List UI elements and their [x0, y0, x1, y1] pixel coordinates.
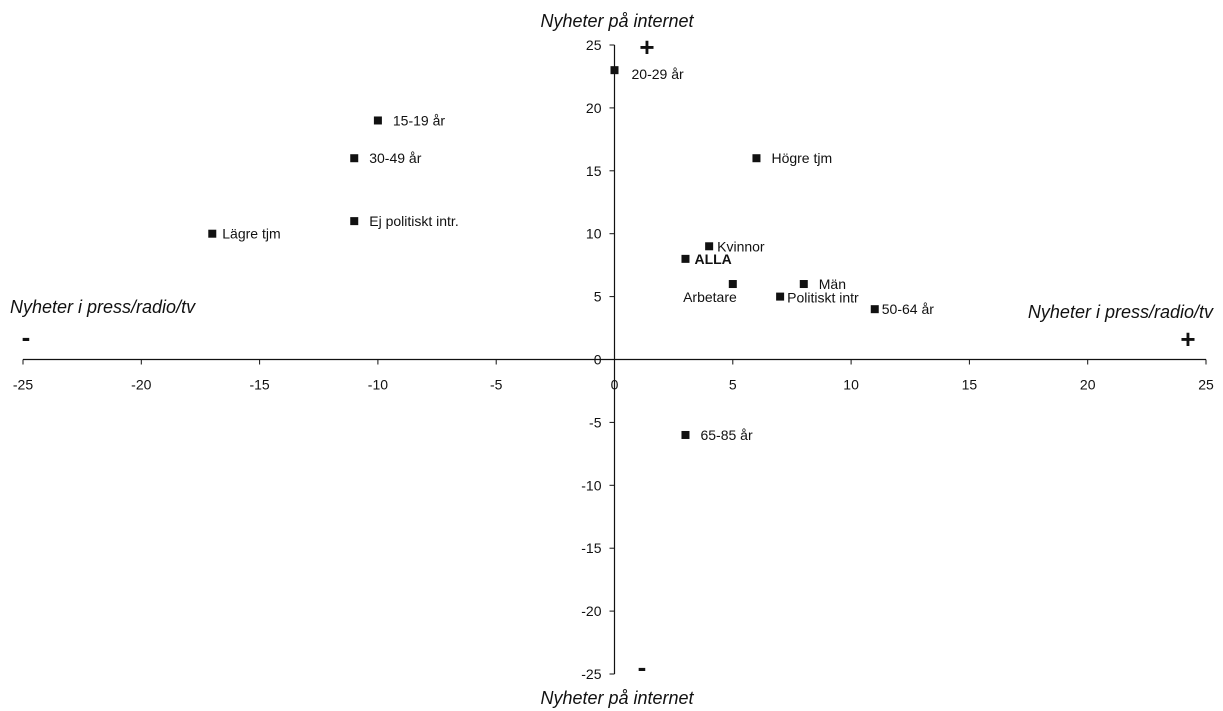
data-point-marker	[681, 254, 690, 263]
data-point-marker	[681, 430, 690, 439]
y-tick-label: 0	[594, 352, 602, 368]
y-tick-label: 5	[594, 289, 602, 305]
y-tick-label: -10	[581, 477, 601, 493]
data-point-marker	[776, 292, 785, 301]
data-point-label: Högre tjm	[771, 150, 832, 166]
sign-left: -	[22, 322, 31, 352]
data-point-marker	[350, 217, 359, 226]
x-tick-label: 10	[843, 377, 859, 393]
sign-bottom: -	[638, 652, 647, 682]
y-tick-label: -5	[589, 414, 602, 430]
data-point-label: Politiskt intr	[787, 290, 859, 306]
data-point-marker	[728, 280, 737, 289]
data-point-marker	[799, 280, 808, 289]
y-tick-label: -20	[581, 603, 601, 619]
x-tick-label: 15	[962, 377, 978, 393]
x-tick-label: -15	[249, 377, 269, 393]
data-point-label: Kvinnor	[717, 238, 765, 254]
axes	[22, 44, 1207, 675]
x-tick-label: 0	[611, 377, 619, 393]
data-point-marker	[870, 305, 879, 314]
x-tick-label: -20	[131, 377, 151, 393]
y-tick-labels: 25 20 15 10 5 0 -5 -10 -15 -20 -25	[581, 37, 601, 682]
data-point-label: Arbetare	[683, 289, 737, 305]
sign-right: +	[1180, 324, 1195, 354]
data-point-label: Lägre tjm	[222, 226, 280, 242]
data-points: 20-29 år 15-19 år 30-49 år Högre tjm Ej poli…	[208, 66, 934, 443]
x-tick-label: 5	[729, 377, 737, 393]
y-tick-label: 15	[586, 163, 602, 179]
data-point-marker	[705, 242, 714, 251]
x-tick-label: 20	[1080, 377, 1096, 393]
data-point-label: 65-85 år	[700, 427, 752, 443]
axis-title-top: Nyheter på internet	[540, 11, 694, 31]
x-tick-label: -10	[368, 377, 388, 393]
data-point-label: Ej politiskt intr.	[369, 213, 458, 229]
x-tick-label: -5	[490, 377, 503, 393]
data-point-marker	[752, 154, 761, 163]
data-point-marker	[350, 154, 359, 163]
axis-title-bottom: Nyheter på internet	[540, 688, 694, 708]
data-point-marker	[610, 66, 619, 75]
x-tick-labels: -25 -20 -15 -10 -5 0 5 10 15 20 25	[13, 377, 1214, 393]
data-point-label: Män	[819, 276, 846, 292]
data-point-label: 50-64 år	[882, 301, 934, 317]
data-point-marker	[373, 116, 382, 125]
y-tick-label: -25	[581, 666, 601, 682]
x-tick-label: 25	[1198, 377, 1214, 393]
data-point-marker	[208, 229, 217, 238]
axis-title-left: Nyheter i press/radio/tv	[10, 297, 196, 317]
axis-title-right: Nyheter i press/radio/tv	[1028, 302, 1214, 322]
x-tick-label: -25	[13, 377, 33, 393]
y-tick-label: 25	[586, 37, 602, 53]
sign-top: +	[639, 32, 654, 62]
y-tick-label: 20	[586, 100, 602, 116]
data-point-label: ALLA	[694, 251, 731, 267]
data-point-label: 30-49 år	[369, 150, 421, 166]
y-tick-label: 10	[586, 226, 602, 242]
y-tick-label: -15	[581, 540, 601, 556]
data-point-label: 15-19 år	[393, 112, 445, 128]
data-point-label: 20-29 år	[632, 66, 684, 82]
